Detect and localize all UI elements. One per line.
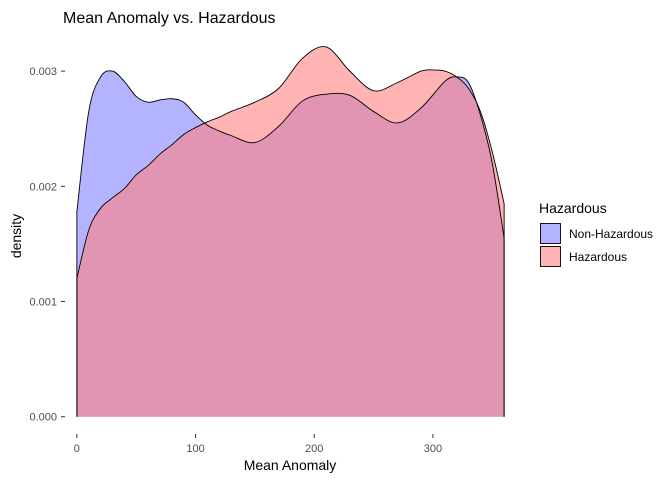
chart-title: Mean Anomaly vs. Hazardous: [63, 10, 276, 27]
y-tick-label: 0.002: [29, 181, 57, 193]
legend: Hazardous Non-Hazardous Hazardous: [539, 200, 653, 267]
x-tick-label: 200: [305, 443, 323, 455]
legend-label: Non-Hazardous: [569, 227, 653, 241]
plot-area: [76, 46, 505, 417]
legend-key-hazardous: [540, 246, 561, 267]
x-axis-title: Mean Anomaly: [244, 457, 337, 473]
x-tick-label: 100: [186, 443, 204, 455]
y-tick-label: 0.001: [29, 297, 57, 309]
density-line-non-hazardous: [76, 70, 505, 417]
x-tick-label: 0: [74, 443, 80, 455]
density-line-hazardous: [76, 46, 505, 417]
y-tick-label: 0.000: [29, 412, 57, 424]
y-axis-title: density: [8, 214, 24, 258]
legend-title: Hazardous: [539, 200, 607, 216]
legend-label: Hazardous: [569, 250, 627, 264]
density-area-hazardous: [76, 46, 505, 417]
axes: 0 100 200 300 0.000 0.001 0.002 0.003: [29, 66, 442, 455]
x-tick-label: 300: [424, 443, 442, 455]
y-tick-label: 0.003: [29, 66, 57, 78]
legend-key-non-hazardous: [540, 223, 561, 244]
